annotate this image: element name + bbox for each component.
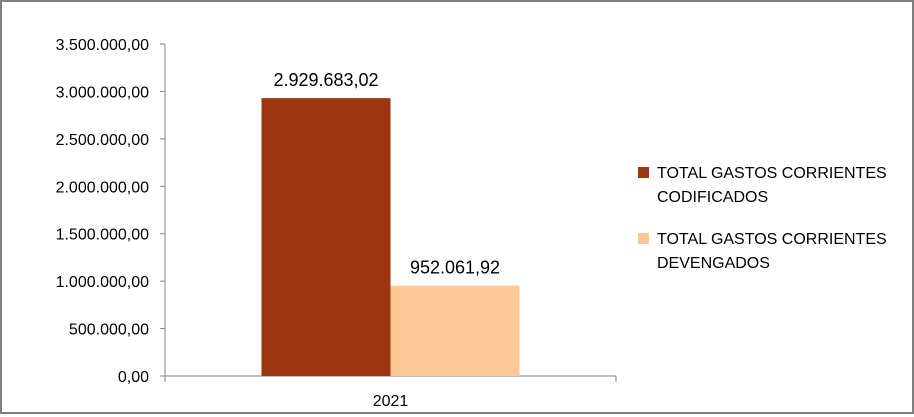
legend-swatch [638, 233, 649, 244]
y-tick-label: 2.000.000,00 [56, 179, 150, 196]
y-tick-label: 0,00 [118, 369, 149, 386]
data-label: 2.929.683,02 [273, 70, 378, 90]
y-tick-label: 500.000,00 [69, 322, 149, 339]
value-labels: 2.929.683,02 952.061,92 [273, 70, 500, 278]
y-tick-label: 1.500.000,00 [56, 227, 150, 244]
y-tick-label: 3.000.000,00 [56, 84, 150, 101]
y-axis: 0,00 500.000,00 1.000.000,00 1.500.000,00 2.… [56, 37, 166, 386]
y-tick-label: 3.500.000,00 [56, 37, 150, 54]
bars [261, 98, 520, 377]
x-tick-label: 2021 [373, 393, 409, 410]
y-tick-label: 2.500.000,00 [56, 132, 150, 149]
bar [261, 98, 391, 377]
bar-chart: 0,00 500.000,00 1.000.000,00 1.500.000,00 2.… [56, 37, 887, 410]
x-axis: 2021 [164, 375, 617, 410]
legend-label: TOTAL GASTOS CORRIENTES [657, 165, 887, 182]
legend-label: DEVENGADOS [657, 255, 770, 272]
data-label: 952.061,92 [410, 258, 500, 278]
legend: TOTAL GASTOS CORRIENTES CODIFICADOS TOTAL … [638, 165, 887, 272]
bar [390, 285, 520, 376]
y-tick-label: 1.000.000,00 [56, 274, 150, 291]
legend-label: CODIFICADOS [657, 189, 768, 206]
legend-label: TOTAL GASTOS CORRIENTES [657, 231, 887, 248]
legend-swatch [638, 167, 649, 178]
